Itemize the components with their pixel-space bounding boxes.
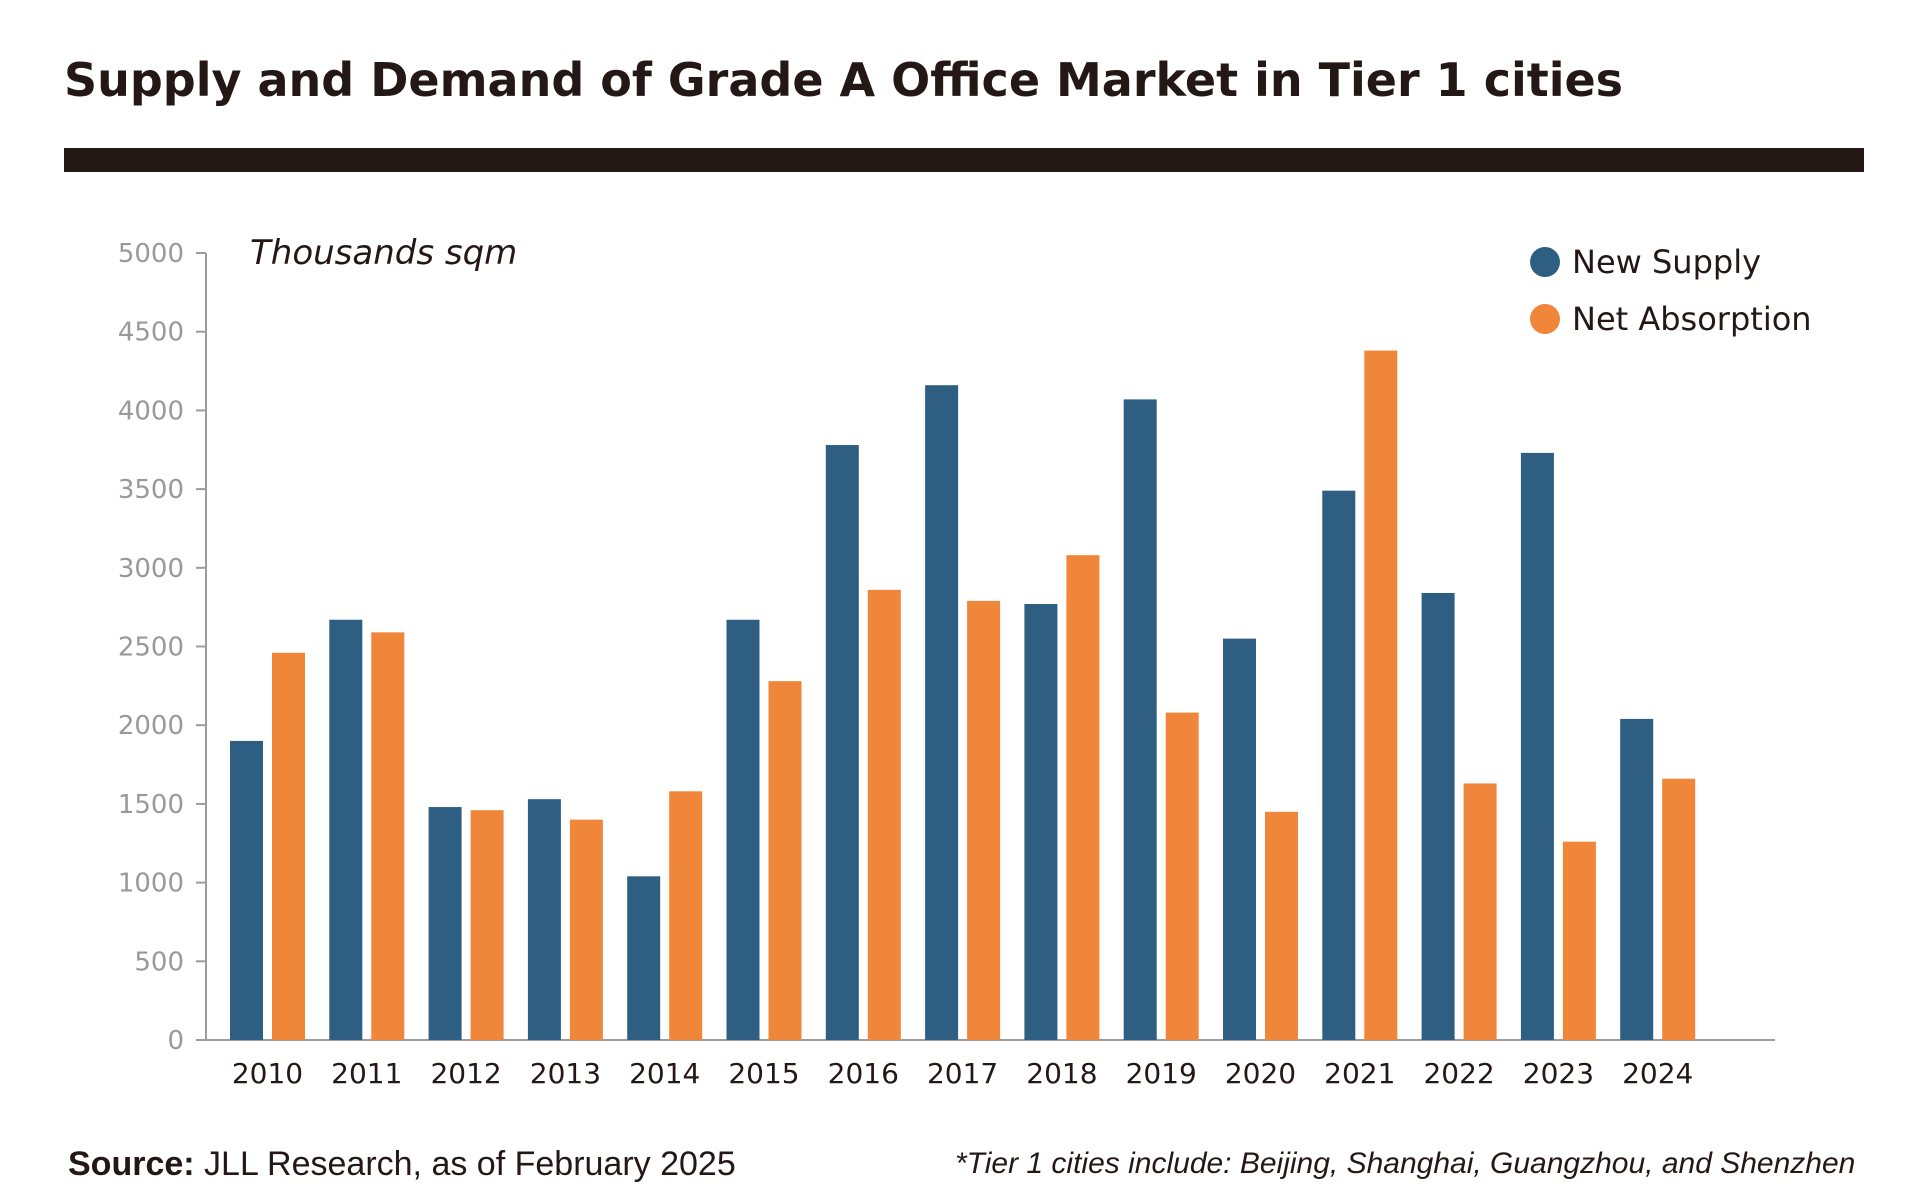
source-label: Source: xyxy=(68,1145,195,1183)
bar-new-supply-2024 xyxy=(1620,718,1654,1040)
bar-net-absorption-2016 xyxy=(867,589,901,1040)
y-tick-label-0: 0 xyxy=(167,1026,184,1056)
bar-net-absorption-2024 xyxy=(1662,778,1696,1040)
bar-net-absorption-2022 xyxy=(1463,783,1497,1040)
y-tick-label-1000: 1000 xyxy=(118,869,184,899)
bar-net-absorption-2019 xyxy=(1165,712,1199,1040)
bar-new-supply-2012 xyxy=(428,807,462,1040)
bar-net-absorption-2017 xyxy=(967,600,1001,1040)
legend-marker-new-supply xyxy=(1530,247,1560,277)
bar-new-supply-2022 xyxy=(1421,592,1455,1040)
bar-net-absorption-2021 xyxy=(1364,350,1398,1040)
title-divider xyxy=(64,148,1864,172)
x-tick-label-2023: 2023 xyxy=(1523,1057,1594,1090)
bar-new-supply-2014 xyxy=(627,876,661,1040)
bar-new-supply-2016 xyxy=(825,445,859,1040)
bar-chart: 0 500 1000 1500 2000 2500 3000 3500 4000 4500 5000… xyxy=(118,233,1812,1090)
x-tick-label-2010: 2010 xyxy=(232,1057,303,1090)
bar-net-absorption-2011 xyxy=(371,632,405,1040)
bar-net-absorption-2013 xyxy=(569,819,603,1040)
y-tick-label-2500: 2500 xyxy=(118,633,184,663)
bar-new-supply-2023 xyxy=(1520,452,1554,1040)
bar-net-absorption-2020 xyxy=(1265,811,1298,1040)
x-tick-label-2012: 2012 xyxy=(430,1057,501,1090)
y-tick-label-4000: 4000 xyxy=(118,396,184,426)
x-tick-label-2014: 2014 xyxy=(629,1057,700,1090)
chart-title: Supply and Demand of Grade A Office Mark… xyxy=(64,53,1624,107)
y-tick-label-1500: 1500 xyxy=(118,790,184,820)
bar-net-absorption-2015 xyxy=(768,681,802,1040)
y-tick-label-5000: 5000 xyxy=(118,239,184,269)
bar-new-supply-2013 xyxy=(527,799,561,1040)
bar-new-supply-2010 xyxy=(230,740,263,1040)
x-tick-label-2024: 2024 xyxy=(1622,1057,1693,1090)
bar-new-supply-2017 xyxy=(925,385,959,1040)
y-tick-label-4500: 4500 xyxy=(118,318,184,348)
footnote: *Tier 1 cities include: Beijing, Shangha… xyxy=(955,1147,1856,1180)
x-tick-label-2019: 2019 xyxy=(1126,1057,1197,1090)
y-axis-label: Thousands sqm xyxy=(250,233,517,273)
legend-marker-net-absorption xyxy=(1530,304,1560,334)
x-tick-label-2013: 2013 xyxy=(530,1057,601,1090)
legend-label-new-supply: New Supply xyxy=(1572,243,1761,281)
x-tick-label-2020: 2020 xyxy=(1225,1057,1296,1090)
bar-net-absorption-2014 xyxy=(669,791,703,1040)
y-tick-label-3000: 3000 xyxy=(118,554,184,584)
y-tick-label-500: 500 xyxy=(134,947,184,977)
bar-net-absorption-2012 xyxy=(470,810,504,1040)
bar-net-absorption-2010 xyxy=(272,652,305,1040)
bar-new-supply-2015 xyxy=(726,619,760,1040)
source-line: Source: JLL Research, as of February 202… xyxy=(68,1136,736,1192)
x-tick-label-2016: 2016 xyxy=(828,1057,899,1090)
source-text: JLL Research, as of February 2025 xyxy=(194,1145,736,1183)
bar-new-supply-2020 xyxy=(1223,638,1256,1040)
x-tick-label-2022: 2022 xyxy=(1423,1057,1494,1090)
x-tick-label-2011: 2011 xyxy=(331,1057,402,1090)
bar-new-supply-2018 xyxy=(1024,604,1058,1040)
y-tick-label-2000: 2000 xyxy=(118,711,184,741)
bar-new-supply-2011 xyxy=(329,619,363,1040)
bar-net-absorption-2018 xyxy=(1066,555,1100,1040)
y-tick-label-3500: 3500 xyxy=(118,475,184,505)
x-tick-label-2015: 2015 xyxy=(728,1057,799,1090)
legend-label-net-absorption: Net Absorption xyxy=(1572,300,1812,338)
x-tick-label-2018: 2018 xyxy=(1026,1057,1097,1090)
x-tick-label-2021: 2021 xyxy=(1324,1057,1395,1090)
x-tick-label-2017: 2017 xyxy=(927,1057,998,1090)
bar-new-supply-2019 xyxy=(1123,399,1157,1041)
bar-net-absorption-2023 xyxy=(1562,841,1596,1040)
bar-new-supply-2021 xyxy=(1322,490,1356,1040)
